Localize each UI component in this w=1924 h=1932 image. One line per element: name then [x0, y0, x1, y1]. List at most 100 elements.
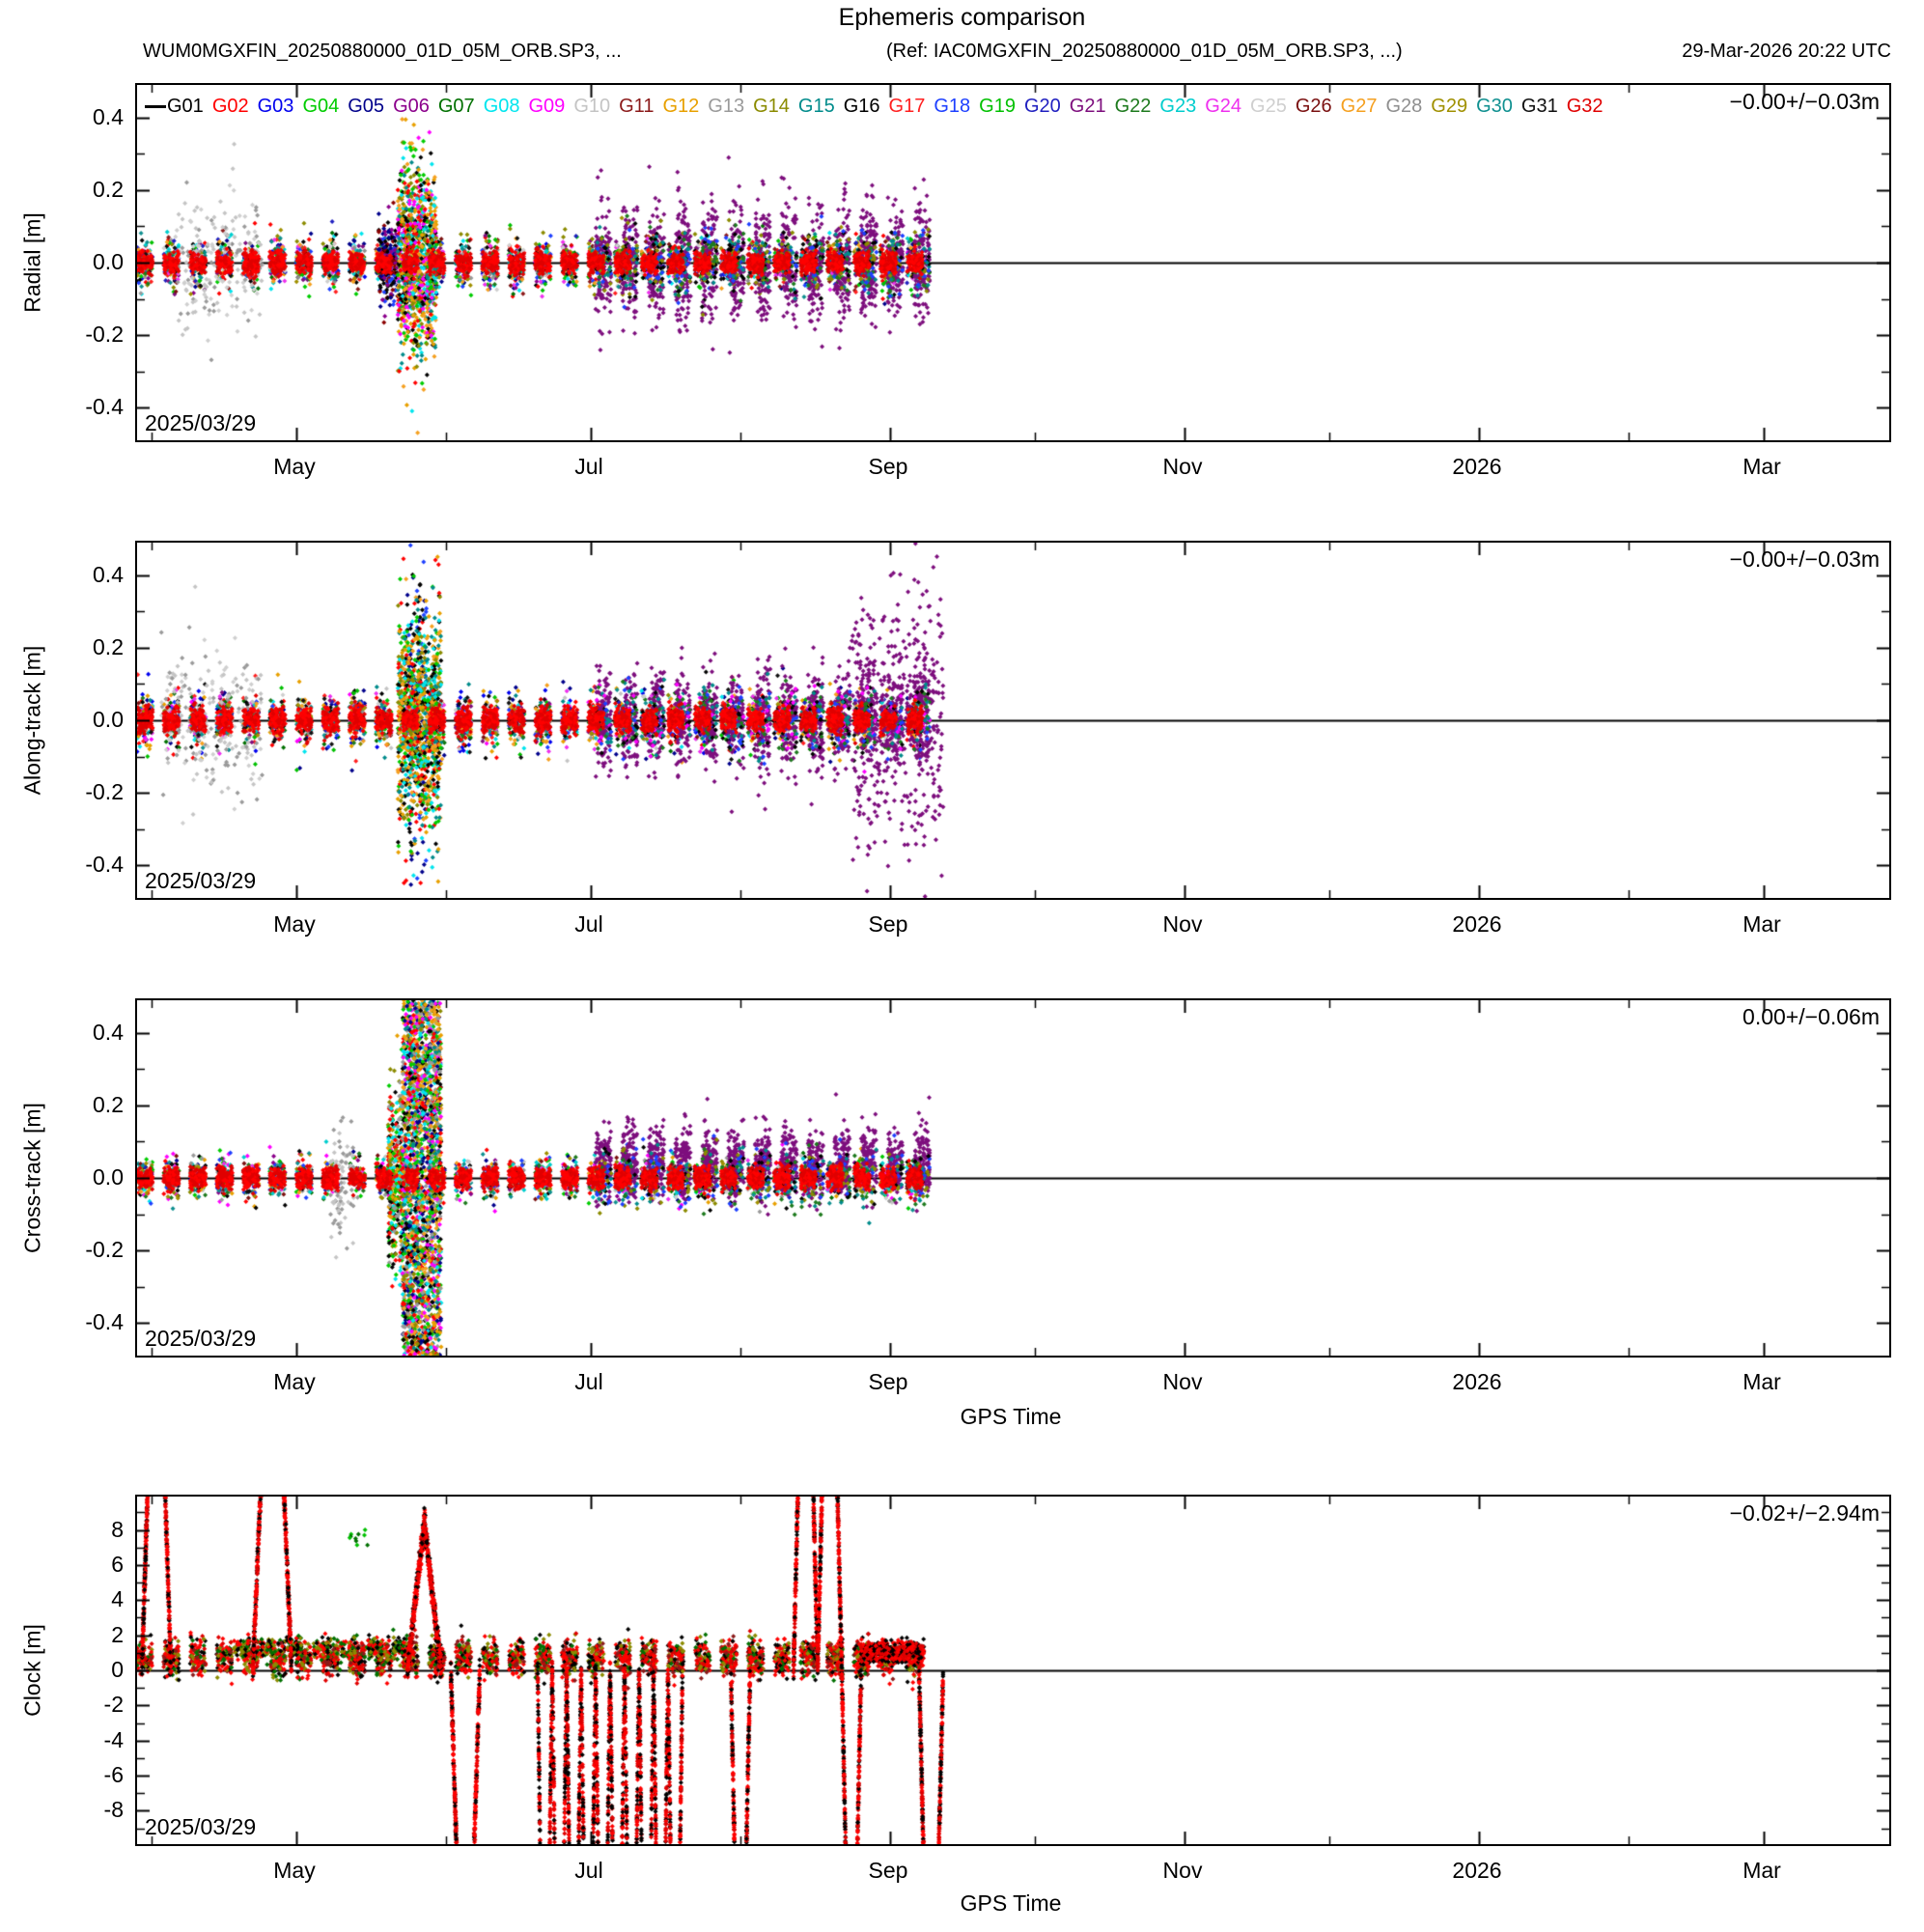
legend-entry-G03: G03 [258, 96, 294, 117]
x-tick-label: May [273, 454, 316, 479]
panel-clock: Clock [m] -8 -6 -4 -2 0 2 4 6 8 −0.02+/−2.94m 20… [0, 1495, 1924, 1919]
start-date-label-clock: 2025/03/29 [145, 1814, 257, 1839]
legend-label: G19 [979, 96, 1016, 117]
y-tick-labels: -0.4 -0.2 0.0 0.2 0.4 [0, 998, 125, 1358]
legend-entry-G04: G04 [302, 96, 339, 117]
legend-entry-G29: G29 [1431, 96, 1467, 117]
y-tick-label: 0.0 [93, 1164, 124, 1190]
y-tick-label: 0.0 [93, 249, 124, 274]
legend-entry-G10: G10 [573, 96, 610, 117]
x-tick-label: Sep [868, 1369, 908, 1394]
legend-label: G09 [528, 96, 566, 117]
x-tick-label: Sep [868, 1858, 908, 1883]
legend-entry-G02: G02 [212, 96, 249, 117]
legend-entry-G12: G12 [662, 96, 699, 117]
y-tick-label: -0.4 [85, 394, 124, 420]
legend-entry-G25: G25 [1250, 96, 1287, 117]
legend-entry-G05: G05 [348, 96, 384, 117]
x-tick-label: 2026 [1452, 454, 1502, 479]
x-tick-label: Nov [1162, 454, 1203, 479]
legend-label: G29 [1431, 96, 1468, 117]
x-tick-label: Jul [574, 1369, 603, 1394]
panel-along-track: Along-track [m] -0.4 -0.2 0.0 0.2 0.4 −0.00+… [0, 541, 1924, 1023]
legend-entry-G06: G06 [393, 96, 430, 117]
x-tick-label: Nov [1162, 1858, 1203, 1883]
legend-label: G18 [934, 96, 971, 117]
legend-entry-G22: G22 [1115, 96, 1152, 117]
legend-label: G30 [1476, 96, 1513, 117]
start-date-label-cross-track: 2025/03/29 [145, 1326, 257, 1351]
x-tick-label: Jul [574, 454, 603, 479]
x-tick-label: May [273, 911, 316, 937]
legend-entry-G19: G19 [979, 96, 1016, 117]
plot-area-clock: −0.02+/−2.94m 2025/03/29 [135, 1495, 1891, 1846]
x-tick-label: Jul [574, 1858, 603, 1883]
legend-label: G10 [573, 96, 611, 117]
y-tick-label: 4 [111, 1586, 124, 1612]
legend-entry-G21: G21 [1070, 96, 1106, 117]
legend-label: G23 [1159, 96, 1197, 117]
legend-label: G22 [1114, 96, 1152, 117]
clock-scatter-canvas [137, 1497, 1889, 1844]
subtitle-reference-file: (Ref: IAC0MGXFIN_20250880000_01D_05M_ORB… [886, 41, 1403, 62]
legend-entry-G09: G09 [529, 96, 566, 117]
y-tick-labels: -0.4 -0.2 0.0 0.2 0.4 [0, 541, 125, 900]
legend-entry-G13: G13 [708, 96, 744, 117]
panel-radial: Radial [m] -0.4 -0.2 0.0 0.2 0.4 G01 G02 G03 G0… [0, 83, 1924, 566]
legend-label: G15 [797, 96, 835, 117]
legend-entry-G07: G07 [438, 96, 475, 117]
y-tick-label: 0.2 [93, 176, 124, 202]
radial-scatter-canvas [137, 85, 1889, 440]
legend-label: G01 [167, 96, 204, 117]
legend-label: G26 [1295, 96, 1332, 117]
legend-label: G31 [1520, 96, 1558, 117]
subtitle-solution-file: WUM0MGXFIN_20250880000_01D_05M_ORB.SP3, … [143, 41, 622, 62]
legend-entry-G28: G28 [1385, 96, 1422, 117]
y-tick-label: 6 [111, 1551, 124, 1577]
x-tick-label: Mar [1743, 911, 1781, 937]
legend-label: G14 [753, 96, 790, 117]
y-tick-label: 0.2 [93, 633, 124, 659]
plot-area-radial: G01 G02 G03 G04 G05 G06 G07 G08 G09 G10 G11 G12 G13 G… [135, 83, 1891, 442]
y-tick-labels: -0.4 -0.2 0.0 0.2 0.4 [0, 83, 125, 442]
legend-entry-G15: G15 [798, 96, 835, 117]
plot-area-along-track: −0.00+/−0.03m 2025/03/29 [135, 541, 1891, 900]
x-tick-labels: May Jul Sep Nov 2026 Mar [0, 454, 1924, 483]
stat-annotation-radial: −0.00+/−0.03m [1729, 89, 1880, 114]
x-tick-label: Nov [1162, 1369, 1203, 1394]
x-tick-label: 2026 [1452, 911, 1502, 937]
legend-entry-G31: G31 [1521, 96, 1558, 117]
legend-label: G03 [257, 96, 294, 117]
start-date-label-along-track: 2025/03/29 [145, 868, 257, 893]
x-tick-label: May [273, 1369, 316, 1394]
y-tick-label: 0.4 [93, 561, 124, 587]
legend-entry-G24: G24 [1205, 96, 1241, 117]
legend-label: G07 [437, 96, 475, 117]
legend-entry-G18: G18 [934, 96, 970, 117]
legend-entry-G23: G23 [1159, 96, 1196, 117]
legend-entry-G20: G20 [1024, 96, 1061, 117]
y-tick-label: -0.2 [85, 1237, 124, 1263]
y-tick-label: 0.0 [93, 707, 124, 732]
cross-track-scatter-canvas [137, 1000, 1889, 1356]
y-tick-label: 0 [111, 1657, 124, 1682]
x-tick-label: 2026 [1452, 1369, 1502, 1394]
along-track-scatter-canvas [137, 543, 1889, 898]
x-axis-label-gps-time-clock: GPS Time [960, 1890, 1062, 1916]
panel-cross-track: Cross-track [m] -0.4 -0.2 0.0 0.2 0.4 0.00+/… [0, 998, 1924, 1481]
legend-entry-G11: G11 [619, 96, 654, 117]
legend-label: G21 [1069, 96, 1106, 117]
y-tick-label: -0.2 [85, 779, 124, 805]
legend-label: G04 [302, 96, 340, 117]
legend-entry-G32: G32 [1567, 96, 1603, 117]
x-tick-labels: May Jul Sep Nov 2026 Mar [0, 911, 1924, 940]
x-tick-label: Sep [868, 454, 908, 479]
x-tick-label: 2026 [1452, 1858, 1502, 1883]
x-tick-labels: May Jul Sep Nov 2026 Mar [0, 1369, 1924, 1398]
legend-label: G24 [1205, 96, 1242, 117]
legend-label: G12 [662, 96, 700, 117]
legend-entry-G01: G01 [145, 96, 204, 117]
y-tick-label: 0.4 [93, 1019, 124, 1045]
legend-label: G17 [888, 96, 926, 117]
